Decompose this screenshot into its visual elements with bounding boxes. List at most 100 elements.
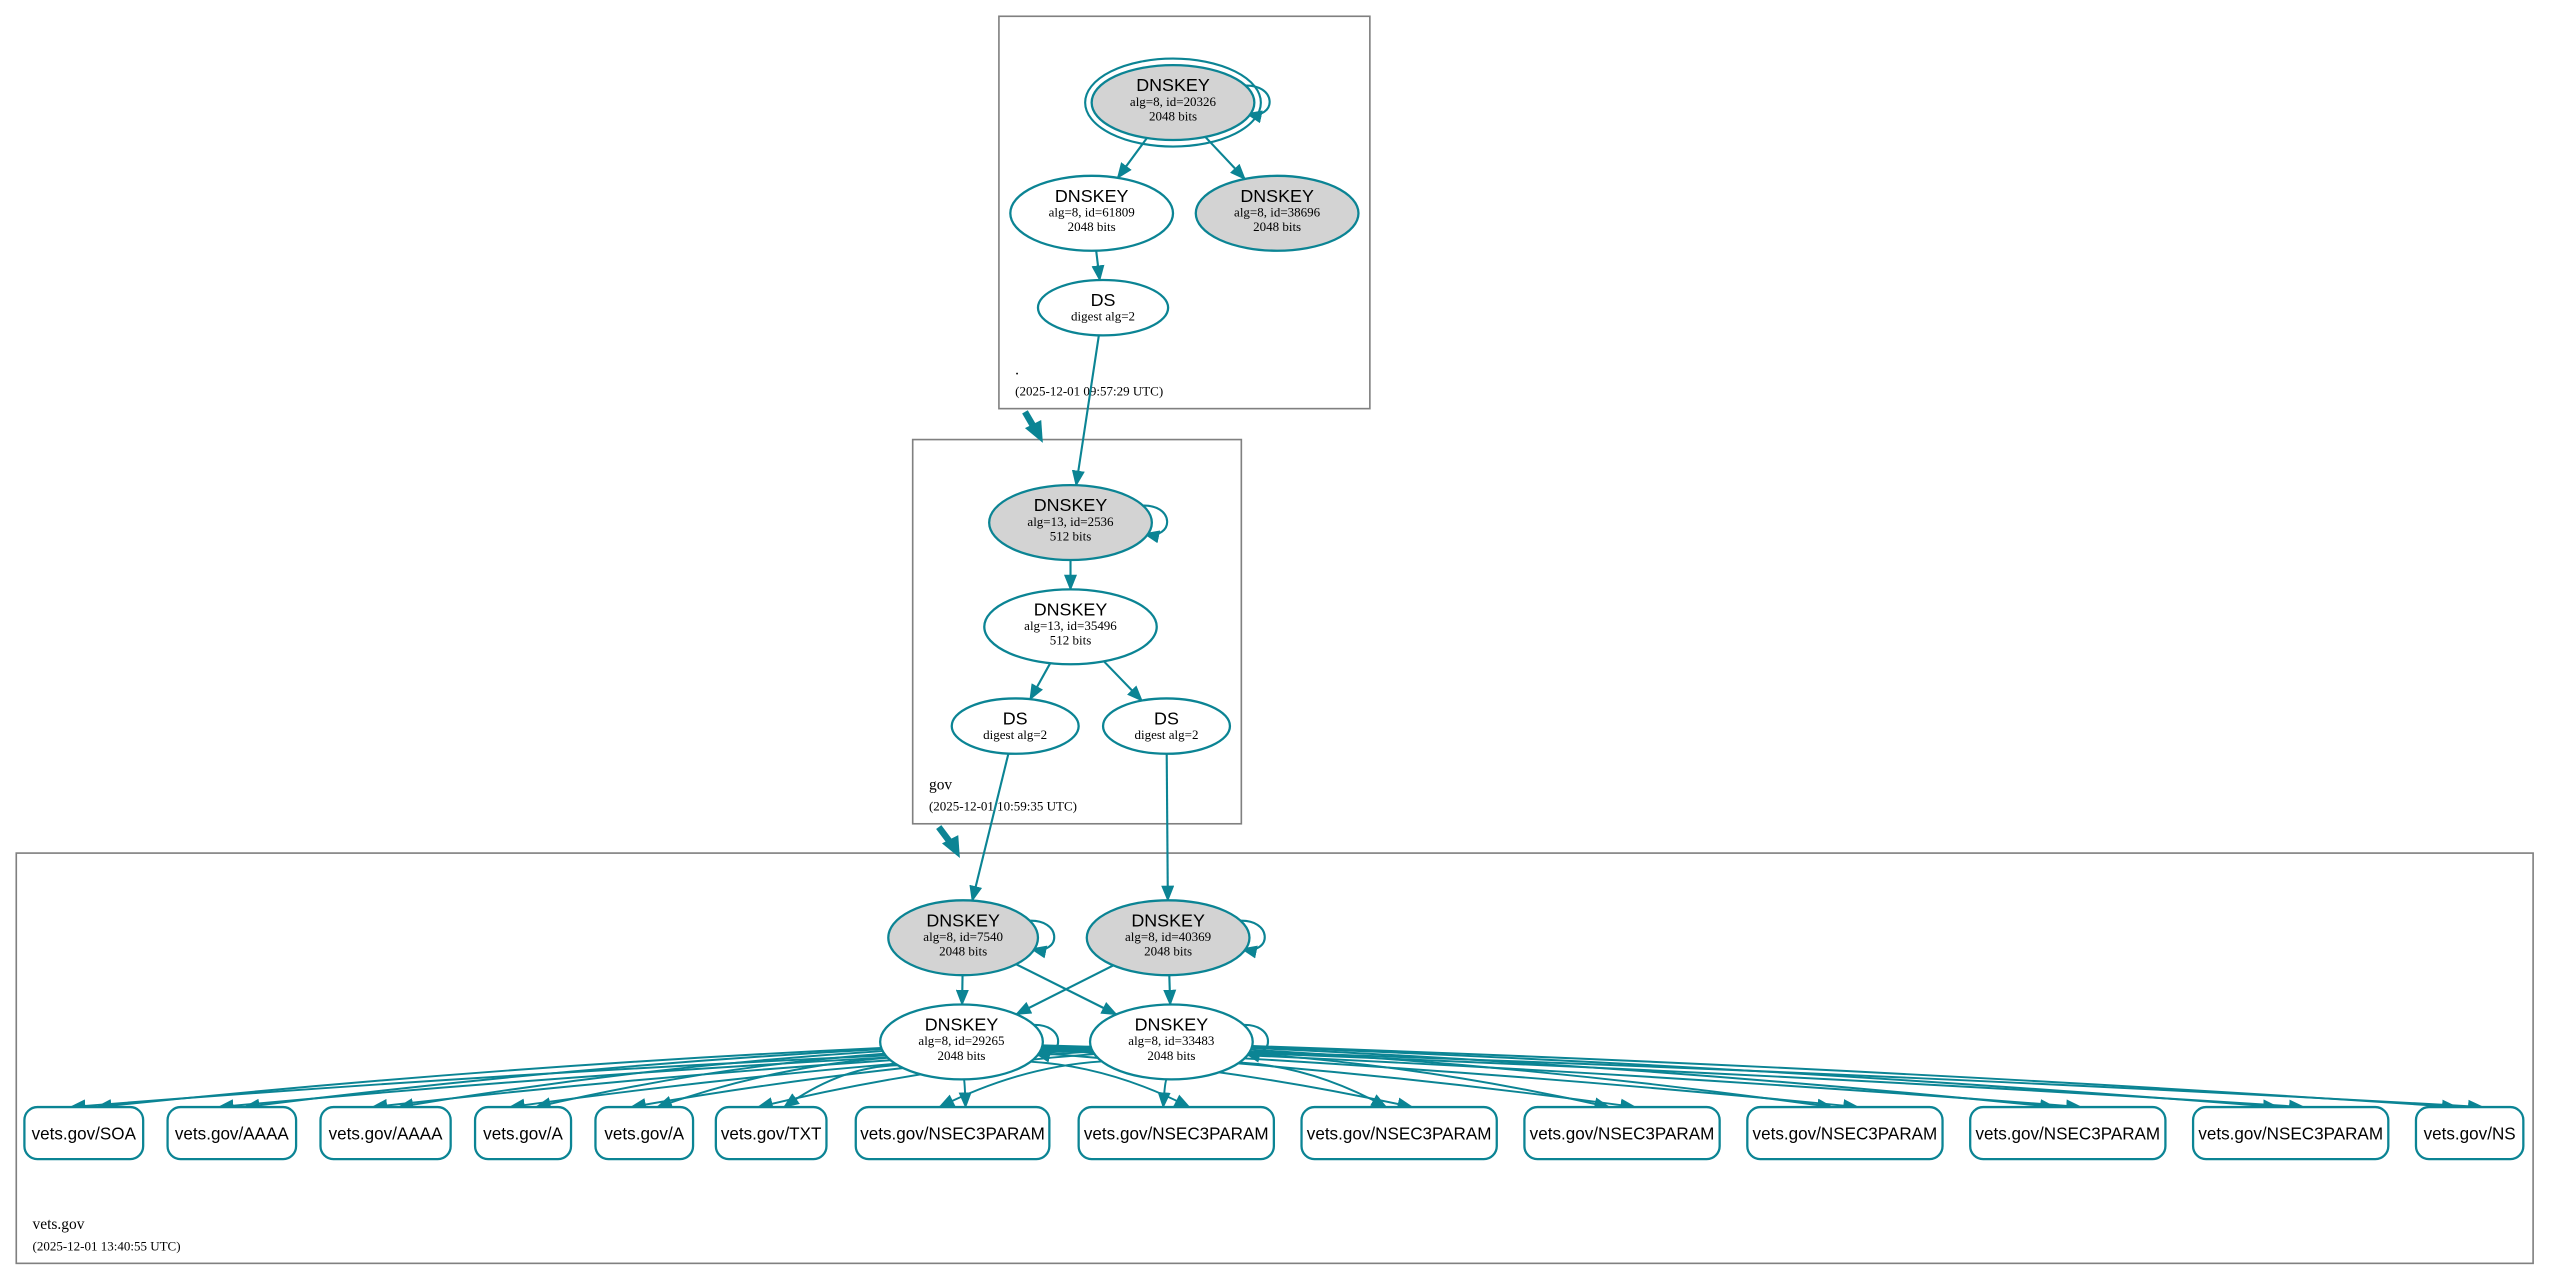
node-type: DNSKEY	[1034, 599, 1108, 619]
node-detail: alg=8, id=20326	[1130, 94, 1217, 109]
rrset-node[interactable]: vets.gov/NS	[2414, 1105, 2525, 1161]
node-type: DNSKEY	[1136, 75, 1210, 95]
node-type: DNSKEY	[926, 910, 1000, 930]
trust-anchor-ring	[1084, 57, 1262, 148]
rrset-node[interactable]: vets.gov/NSEC3PARAM	[2191, 1105, 2390, 1161]
rrset-node[interactable]: vets.gov/A	[473, 1105, 573, 1161]
edge-gDS1-v7540	[969, 753, 1010, 903]
edge-r61809-rDS	[1091, 250, 1105, 282]
rrset-node[interactable]: vets.gov/NSEC3PARAM	[1300, 1105, 1498, 1161]
self-signature-loop	[1139, 504, 1169, 544]
rrset-node[interactable]: vets.gov/TXT	[714, 1105, 828, 1161]
rrset-label: vets.gov/TXT	[721, 1125, 822, 1144]
node-detail: 2048 bits	[939, 944, 987, 959]
node-detail: digest alg=2	[983, 727, 1047, 742]
node-detail: 2048 bits	[1149, 108, 1197, 123]
zone-border	[15, 852, 2534, 1265]
rrset-label: vets.gov/NSEC3PARAM	[1084, 1125, 1269, 1144]
node-detail: alg=13, id=2536	[1027, 514, 1114, 529]
node-type: DS	[1154, 708, 1179, 728]
self-signature-loop	[1240, 1024, 1269, 1063]
rrset-label: vets.gov/NSEC3PARAM	[1753, 1125, 1938, 1144]
node-detail: alg=8, id=38696	[1234, 205, 1321, 220]
node-type: DS	[1003, 708, 1028, 728]
signature-edge	[1039, 1052, 1414, 1111]
rrset-node[interactable]: vets.gov/A	[594, 1105, 695, 1161]
edge-g35496-gDS2	[1103, 660, 1143, 702]
self-signature-loop	[1242, 84, 1271, 124]
zone-border	[998, 15, 1371, 410]
signature-edge	[1250, 1048, 1834, 1112]
rrset-label: vets.gov/NSEC3PARAM	[860, 1125, 1045, 1144]
edge-v40369-v29265	[1014, 964, 1114, 1016]
rrset-node[interactable]: vets.gov/SOA	[23, 1105, 145, 1161]
signature-edge	[1252, 1045, 2459, 1113]
zone-gov: gov (2025-12-01 10:59:35 UTC)	[911, 438, 1243, 825]
node-type: DNSKEY	[925, 1015, 999, 1035]
edge-v40369-v33483	[1163, 975, 1177, 1007]
rrset-node[interactable]: vets.gov/NSEC3PARAM	[1523, 1105, 1721, 1161]
zone-name: vets.gov	[33, 1216, 85, 1233]
edge-gDS2-v40369	[1161, 753, 1175, 902]
zone-root: . (2025-12-01 09:57:29 UTC)	[998, 15, 1371, 410]
node-type: DS	[1091, 290, 1116, 310]
rrset-node[interactable]: vets.gov/NSEC3PARAM	[854, 1105, 1051, 1161]
signature-edge	[1157, 1078, 1171, 1109]
rrset-label: vets.gov/NSEC3PARAM	[1530, 1125, 1715, 1144]
rrset-label: vets.gov/A	[604, 1125, 684, 1144]
node-detail: alg=8, id=61809	[1049, 205, 1135, 220]
node-detail: 512 bits	[1050, 633, 1092, 648]
rrset-node[interactable]: vets.gov/NSEC3PARAM	[1746, 1105, 1944, 1161]
zone-timestamp: (2025-12-01 10:59:35 UTC)	[929, 799, 1077, 814]
signature-edge	[938, 1060, 1102, 1108]
self-signature-loop	[1026, 919, 1056, 959]
node-detail: 2048 bits	[1144, 944, 1192, 959]
zone-timestamp: (2025-12-01 09:57:29 UTC)	[1015, 384, 1163, 399]
node-type: DNSKEY	[1240, 186, 1314, 206]
rrset-label: vets.gov/NS	[2424, 1125, 2516, 1144]
edge-g35496-gDS1	[1029, 662, 1052, 701]
rrset-node[interactable]: vets.gov/NSEC3PARAM	[1969, 1105, 2167, 1161]
node-type: DNSKEY	[1131, 910, 1205, 930]
zone-name: gov	[929, 777, 952, 794]
node-detail: 2048 bits	[1068, 219, 1116, 234]
node-detail: alg=8, id=33483	[1128, 1033, 1214, 1048]
zone-vets: vets.gov (2025-12-01 13:40:55 UTC)	[15, 852, 2534, 1265]
edge-r20326-r38696	[1204, 136, 1246, 181]
signature-edge	[1239, 1061, 1388, 1108]
zone-timestamp: (2025-12-01 13:40:55 UTC)	[33, 1238, 181, 1253]
self-signature-loop	[1030, 1024, 1060, 1063]
node-detail: digest alg=2	[1134, 727, 1198, 742]
rrset-node[interactable]: vets.gov/AAAA	[319, 1105, 452, 1161]
delegation-arrow-root-gov	[1022, 410, 1043, 443]
rrset-label: vets.gov/NSEC3PARAM	[1307, 1125, 1492, 1144]
node-detail: 2048 bits	[1147, 1048, 1195, 1063]
signature-edge	[1252, 1045, 2280, 1113]
signature-edge	[1030, 1060, 1191, 1108]
node-type: DNSKEY	[1055, 186, 1129, 206]
node-detail: alg=13, id=35496	[1024, 618, 1117, 633]
zone-border	[911, 438, 1243, 825]
edge-rDS-g2536	[1071, 335, 1100, 487]
rrset-label: vets.gov/SOA	[32, 1125, 137, 1144]
rrset-node[interactable]: vets.gov/NSEC3PARAM	[1077, 1105, 1276, 1161]
self-signature-loop	[1237, 919, 1266, 959]
delegation-arrow-gov-vets	[936, 825, 960, 858]
node-detail: alg=8, id=29265	[918, 1033, 1004, 1048]
node-detail: 2048 bits	[1253, 219, 1301, 234]
node-detail: alg=8, id=40369	[1125, 929, 1211, 944]
rrset-node[interactable]: vets.gov/AAAA	[166, 1105, 298, 1161]
